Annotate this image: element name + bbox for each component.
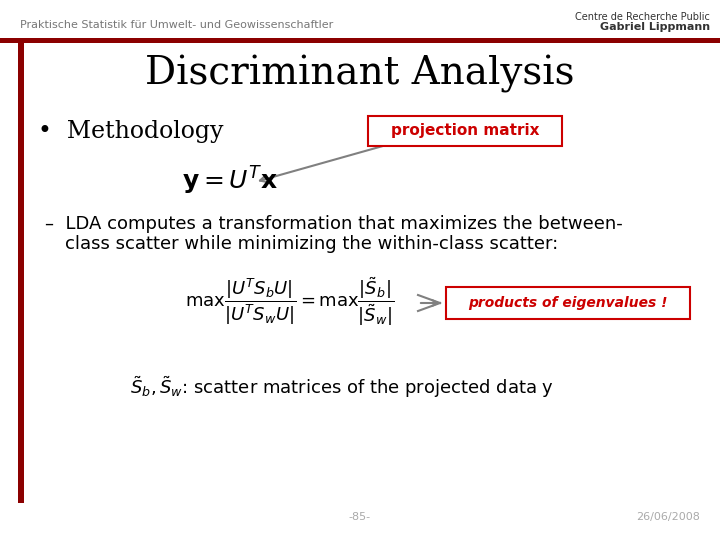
Text: -85-: -85-	[349, 512, 371, 522]
Text: projection matrix: projection matrix	[391, 124, 539, 138]
FancyBboxPatch shape	[368, 116, 562, 146]
Text: –  LDA computes a transformation that maximizes the between-: – LDA computes a transformation that max…	[45, 215, 623, 233]
Bar	[0, 38, 720, 43]
Text: $\tilde{S}_b, \tilde{S}_w$: scatter matrices of the projected data y: $\tilde{S}_b, \tilde{S}_w$: scatter matr…	[130, 375, 554, 401]
Text: •  Methodology: • Methodology	[38, 120, 223, 143]
Text: products of eigenvalues !: products of eigenvalues !	[468, 296, 667, 310]
Text: $\max\dfrac{|U^T S_b U|}{|U^T S_w U|} = \max\dfrac{|\tilde{S}_b|}{|\tilde{S}_w|}: $\max\dfrac{|U^T S_b U|}{|U^T S_w U|} = …	[185, 275, 395, 328]
FancyBboxPatch shape	[446, 287, 690, 319]
Text: Centre de Recherche Public: Centre de Recherche Public	[575, 12, 710, 22]
Text: $\mathbf{y} = U^T\mathbf{x}$: $\mathbf{y} = U^T\mathbf{x}$	[182, 165, 278, 197]
Text: Praktische Statistik für Umwelt- und Geowissenschaftler: Praktische Statistik für Umwelt- und Geo…	[20, 20, 333, 30]
Text: class scatter while minimizing the within-class scatter:: class scatter while minimizing the withi…	[65, 235, 558, 253]
Text: Gabriel Lippmann: Gabriel Lippmann	[600, 22, 710, 32]
Text: Discriminant Analysis: Discriminant Analysis	[145, 55, 575, 93]
Bar	[18, 43, 24, 503]
Text: 26/06/2008: 26/06/2008	[636, 512, 700, 522]
